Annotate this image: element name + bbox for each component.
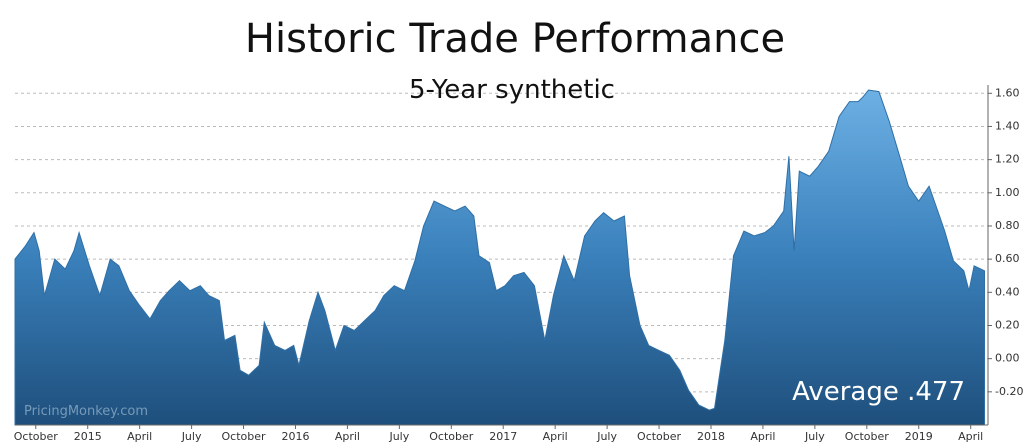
x-tick-label: October xyxy=(222,430,266,443)
x-tick-label: October xyxy=(637,430,681,443)
y-tick-label: 0.00 xyxy=(995,352,1020,365)
y-tick-label: 1.60 xyxy=(995,86,1020,99)
y-tick-label: 0.40 xyxy=(995,285,1020,298)
plot xyxy=(14,89,985,426)
watermark: PricingMonkey.com xyxy=(24,404,148,419)
y-tick-label: 1.00 xyxy=(995,186,1020,199)
axes: -0.20 0.00 0.20 0.40 0.60 0.80 1.00 1.20 1.40 1.6… xyxy=(14,85,1023,443)
x-tick-label: October xyxy=(14,430,58,443)
x-tick-label: April xyxy=(335,430,360,443)
y-tick-label: 0.80 xyxy=(995,219,1020,232)
x-tick-label: October xyxy=(845,430,889,443)
x-tick-label: July xyxy=(388,430,409,443)
chart-title: Historic Trade Performance xyxy=(245,16,785,62)
chart-subtitle: 5-Year synthetic xyxy=(409,75,615,105)
x-tick-label: April xyxy=(958,430,983,443)
x-tick-label: October xyxy=(429,430,473,443)
x-tick-label: 2019 xyxy=(905,430,933,443)
x-tick-label: April xyxy=(543,430,568,443)
x-tick-label: 2016 xyxy=(281,430,309,443)
x-tick-label: July xyxy=(804,430,825,443)
average-annotation: Average .477 xyxy=(792,377,965,407)
x-tick-label: April xyxy=(127,430,152,443)
x-tick-label: 2015 xyxy=(74,430,102,443)
x-tick-label: 2018 xyxy=(697,430,725,443)
y-tick-label: 0.20 xyxy=(995,318,1020,331)
x-tick-label: April xyxy=(750,430,775,443)
x-tick-label: 2017 xyxy=(489,430,517,443)
area xyxy=(14,89,985,426)
y-tick-label: 1.40 xyxy=(995,119,1020,132)
y-tick-label: -0.20 xyxy=(995,385,1023,398)
y-tick-label: 1.20 xyxy=(995,153,1020,166)
x-tick-label: July xyxy=(596,430,617,443)
y-tick-label: 0.60 xyxy=(995,252,1020,265)
x-tick-label: July xyxy=(181,430,202,443)
